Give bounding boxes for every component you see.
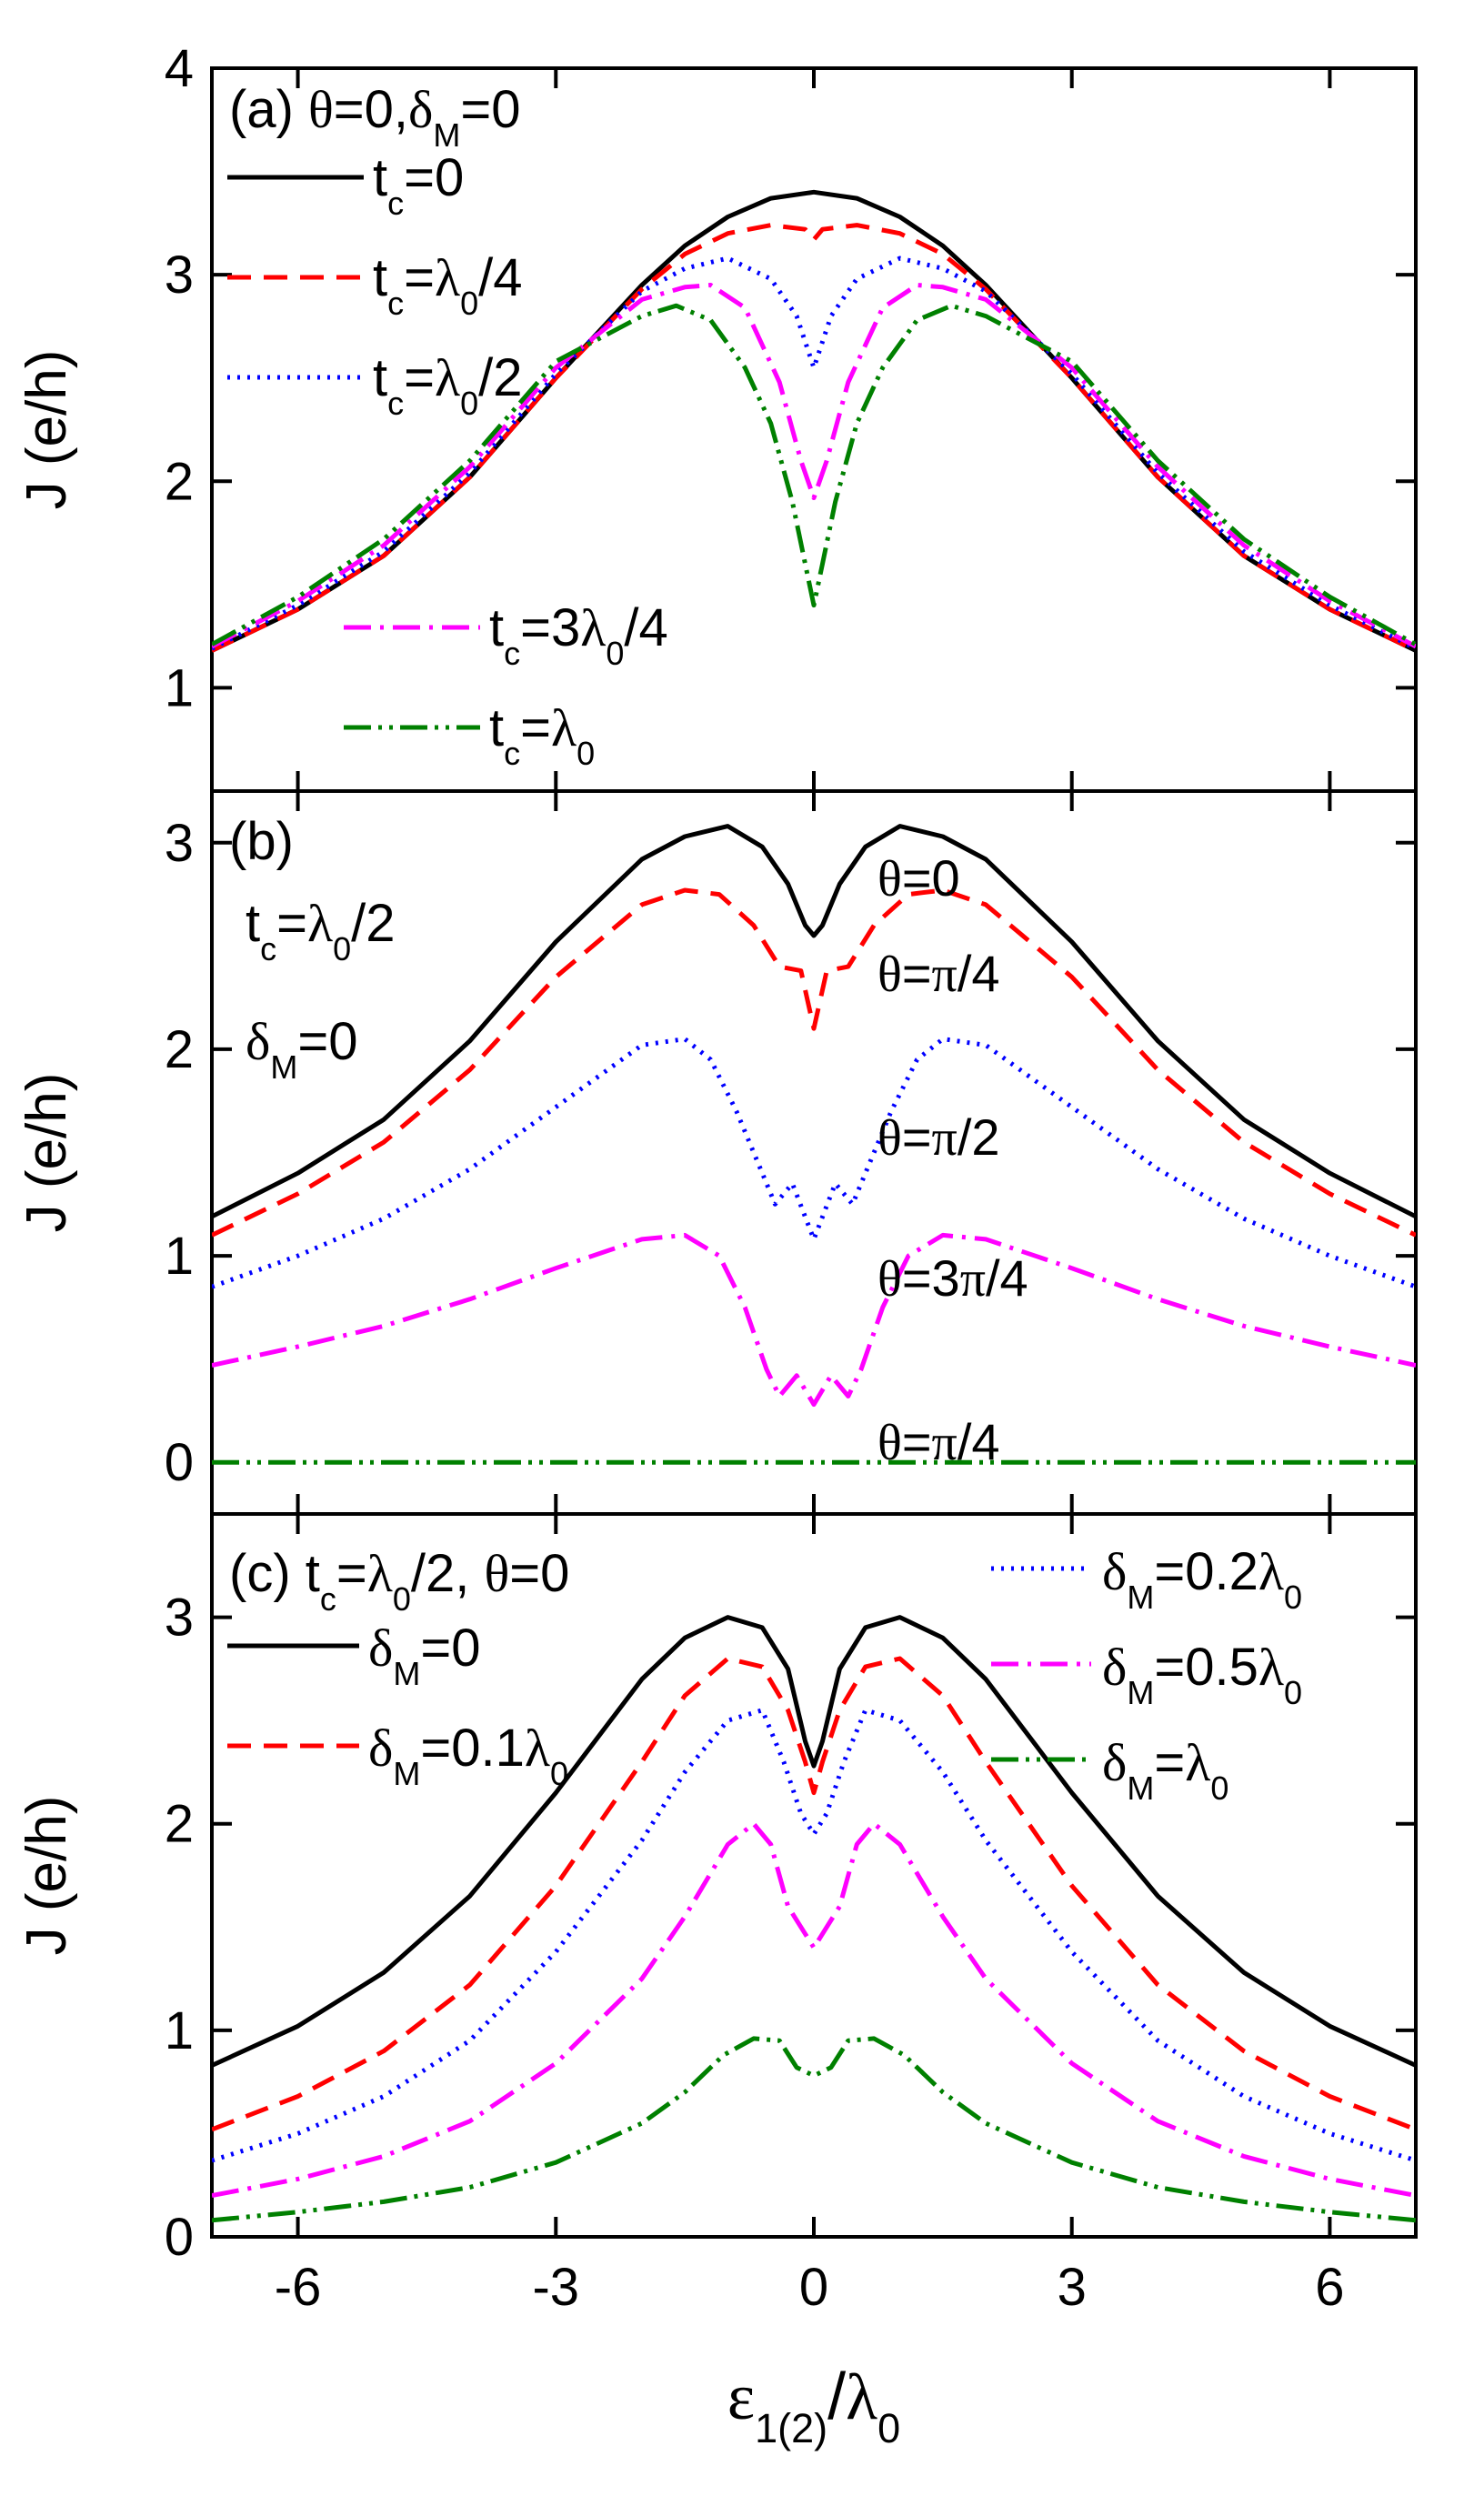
series-line-3 xyxy=(212,1037,1416,1289)
y-tick-label: 3 xyxy=(165,814,194,873)
y-tick-label: 2 xyxy=(165,452,194,511)
series-group xyxy=(212,1615,1416,2223)
y-tick-label: 4 xyxy=(165,39,194,98)
series-line-1 xyxy=(212,824,1416,1219)
panel-parameter: δM=0 xyxy=(246,1012,357,1086)
series-label: θ=π/2 xyxy=(877,1108,1000,1167)
series-line-5 xyxy=(212,2036,1416,2223)
series-line-4 xyxy=(212,1232,1416,1408)
legend-label: δM=0.1λ0 xyxy=(368,1719,568,1792)
x-tick-label: 0 xyxy=(799,2258,828,2317)
y-tick-label: 3 xyxy=(165,246,194,305)
panel-title: (b) xyxy=(229,812,294,871)
legend-label: δM=0.5λ0 xyxy=(1102,1638,1302,1711)
y-axis-label: J (e/h) xyxy=(15,1796,78,1956)
series-group xyxy=(212,189,1416,653)
legend-label: tc=3λ0/4 xyxy=(489,598,668,672)
panel-title: (c) tc=λ0/2, θ=0 xyxy=(229,1544,569,1618)
legend-label: δM=λ0 xyxy=(1102,1733,1228,1807)
x-axis-label: ε1(2)/λ0 xyxy=(727,2361,900,2451)
series-line-3 xyxy=(212,256,1416,651)
series-line-2 xyxy=(212,1656,1416,2132)
y-tick-label: 3 xyxy=(165,1589,194,1648)
y-tick-label: 1 xyxy=(165,658,194,717)
series-line-4 xyxy=(212,283,1416,649)
series-label: θ=π/4 xyxy=(877,945,1000,1003)
series-line-5 xyxy=(212,303,1416,647)
x-tick-label: 6 xyxy=(1315,2258,1344,2317)
series-label: θ=π/4 xyxy=(877,1413,1000,1471)
panel-b: 0 1 2 3 J (e/h) (b) θ=0 θ=π/4 θ=π/2 θ=3π/4 θ=π/4 tc… xyxy=(15,789,1418,1516)
plot-frame xyxy=(210,66,1418,793)
y-tick-label: 2 xyxy=(165,1020,194,1079)
legend-label: tc=λ0/4 xyxy=(373,248,523,322)
y-tick-label: 0 xyxy=(165,1433,194,1492)
legend-label: δM=0.2λ0 xyxy=(1102,1542,1302,1616)
legend-label: tc=λ0/2 xyxy=(373,348,523,422)
x-tick-label: 3 xyxy=(1058,2258,1087,2317)
panel-parameter: tc=λ0/2 xyxy=(246,894,396,967)
panel-c: 0 1 2 3 -6 -3 0 3 6 J (e/h) (c) tc=λ0/2, θ=0δM=0 δM… xyxy=(15,1512,1418,2451)
y-tick-label: 0 xyxy=(165,2208,194,2267)
legend-label: tc=λ0 xyxy=(489,698,595,772)
legend-label: δM=0 xyxy=(368,1619,480,1692)
x-tick-label: -3 xyxy=(532,2258,579,2317)
panel-a: 1 2 3 4 J (e/h) (a) θ=0,δM=0tc=0 tc=λ0/4 tc=λ0/… xyxy=(15,39,1418,793)
series-label: θ=3π/4 xyxy=(877,1249,1028,1308)
series-label: θ=0 xyxy=(877,849,960,907)
series-line-2 xyxy=(212,223,1416,653)
series-line-1 xyxy=(212,1615,1416,2068)
x-tick-label: -6 xyxy=(275,2258,322,2317)
series-line-4 xyxy=(212,1821,1416,2199)
y-tick-label: 2 xyxy=(165,1795,194,1854)
series-line-2 xyxy=(212,887,1416,1238)
y-axis-label: J (e/h) xyxy=(15,1073,78,1233)
series-group xyxy=(212,824,1416,1465)
y-tick-label: 1 xyxy=(165,2001,194,2060)
y-tick-label: 1 xyxy=(165,1227,194,1286)
legend-label: tc=0 xyxy=(373,148,464,222)
y-axis-label: J (e/h) xyxy=(15,350,78,510)
panel-title: (a) θ=0,δM=0 xyxy=(229,80,521,154)
